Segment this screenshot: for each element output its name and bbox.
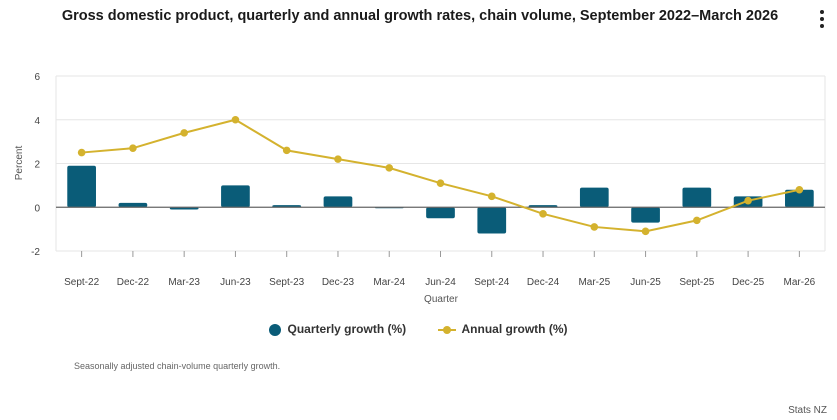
gridlines xyxy=(55,75,826,252)
y-tick-label: 6 xyxy=(34,72,40,83)
x-tick-label: Jun-25 xyxy=(630,277,661,288)
vertical-ellipsis-icon xyxy=(820,10,824,14)
legend-line-marker xyxy=(437,324,456,336)
x-tick-label: Jun-24 xyxy=(425,277,456,288)
point-annual-growth[interactable] xyxy=(795,185,804,194)
chart-note: Seasonally adjusted chain-volume quarter… xyxy=(74,361,281,371)
bar-quarterly-growth[interactable] xyxy=(323,196,353,208)
point-annual-growth[interactable] xyxy=(334,155,342,163)
point-annual-growth[interactable] xyxy=(693,216,701,225)
point-annual-growth[interactable] xyxy=(641,227,650,236)
x-tick-label: Sept-23 xyxy=(269,277,304,288)
x-tick-label: Sept-24 xyxy=(474,277,509,288)
y-tick-label: 2 xyxy=(34,160,40,171)
point-annual-growth[interactable] xyxy=(436,179,445,187)
y-tick-label: 0 xyxy=(34,203,40,214)
bar-quarterly-growth[interactable] xyxy=(67,165,96,208)
y-axis-ticks: 6 4 2 0 -2 xyxy=(31,72,40,258)
chart-title: Gross domestic product, quarterly and an… xyxy=(61,8,779,24)
point-annual-growth[interactable] xyxy=(282,146,291,155)
bar-quarterly-growth[interactable] xyxy=(579,187,609,208)
x-axis-label: Quarter xyxy=(424,294,459,305)
y-axis-label: Percent xyxy=(14,146,25,181)
x-tick-label: Dec-23 xyxy=(322,277,355,288)
chart-menu-button[interactable] xyxy=(817,10,827,32)
bar-quarterly-growth[interactable] xyxy=(118,202,148,208)
y-tick-label: 4 xyxy=(34,116,40,127)
bar-quarterly-growth[interactable] xyxy=(785,189,814,208)
x-tick-label: Jun-23 xyxy=(220,277,251,288)
y-tick-label: -2 xyxy=(31,247,40,258)
annual-line xyxy=(77,115,804,236)
point-annual-growth[interactable] xyxy=(129,144,137,152)
bar-quarterly-growth[interactable] xyxy=(631,207,660,223)
quarterly-bars xyxy=(67,165,814,234)
x-tick-label: Dec-22 xyxy=(117,277,150,288)
point-annual-growth[interactable] xyxy=(487,192,496,201)
x-tick-label: Sept-22 xyxy=(64,277,99,288)
point-annual-growth[interactable] xyxy=(385,164,394,172)
legend-label-quarterly: Quarterly growth (%) xyxy=(287,322,407,336)
x-tick-label: Dec-24 xyxy=(527,277,560,288)
legend-item-annual[interactable]: Annual growth (%) xyxy=(437,322,568,336)
bar-quarterly-growth[interactable] xyxy=(682,187,712,208)
point-annual-growth[interactable] xyxy=(539,210,547,218)
x-tick-label: Mar-25 xyxy=(578,277,610,288)
x-tick-label: Mar-23 xyxy=(168,277,200,288)
bar-quarterly-growth[interactable] xyxy=(221,185,250,208)
source-credit: Stats NZ xyxy=(788,405,827,416)
bar-quarterly-growth[interactable] xyxy=(426,207,455,219)
chart-legend: Quarterly growth (%) Annual growth (%) xyxy=(0,322,837,336)
point-annual-growth[interactable] xyxy=(231,115,240,124)
point-annual-growth[interactable] xyxy=(590,223,599,231)
chart-plot: 6 4 2 0 -2 Sept-22 Dec-22 Mar-23 Jun-23 Sept-23 D… xyxy=(14,72,826,305)
legend-label-annual: Annual growth (%) xyxy=(461,322,568,336)
point-annual-growth[interactable] xyxy=(744,196,752,205)
legend-item-quarterly[interactable]: Quarterly growth (%) xyxy=(269,322,406,336)
legend-bar-marker xyxy=(269,323,282,336)
bar-quarterly-growth[interactable] xyxy=(477,207,507,234)
x-tick-label: Dec-25 xyxy=(732,277,765,288)
x-tick-label: Mar-26 xyxy=(784,277,816,288)
x-tick-label: Sept-25 xyxy=(679,277,714,288)
point-annual-growth[interactable] xyxy=(180,129,188,137)
point-annual-growth[interactable] xyxy=(77,148,86,157)
x-tick-label: Mar-24 xyxy=(373,277,405,288)
x-axis-ticks: Sept-22 Dec-22 Mar-23 Jun-23 Sept-23 Dec-23 Ma… xyxy=(64,251,816,288)
